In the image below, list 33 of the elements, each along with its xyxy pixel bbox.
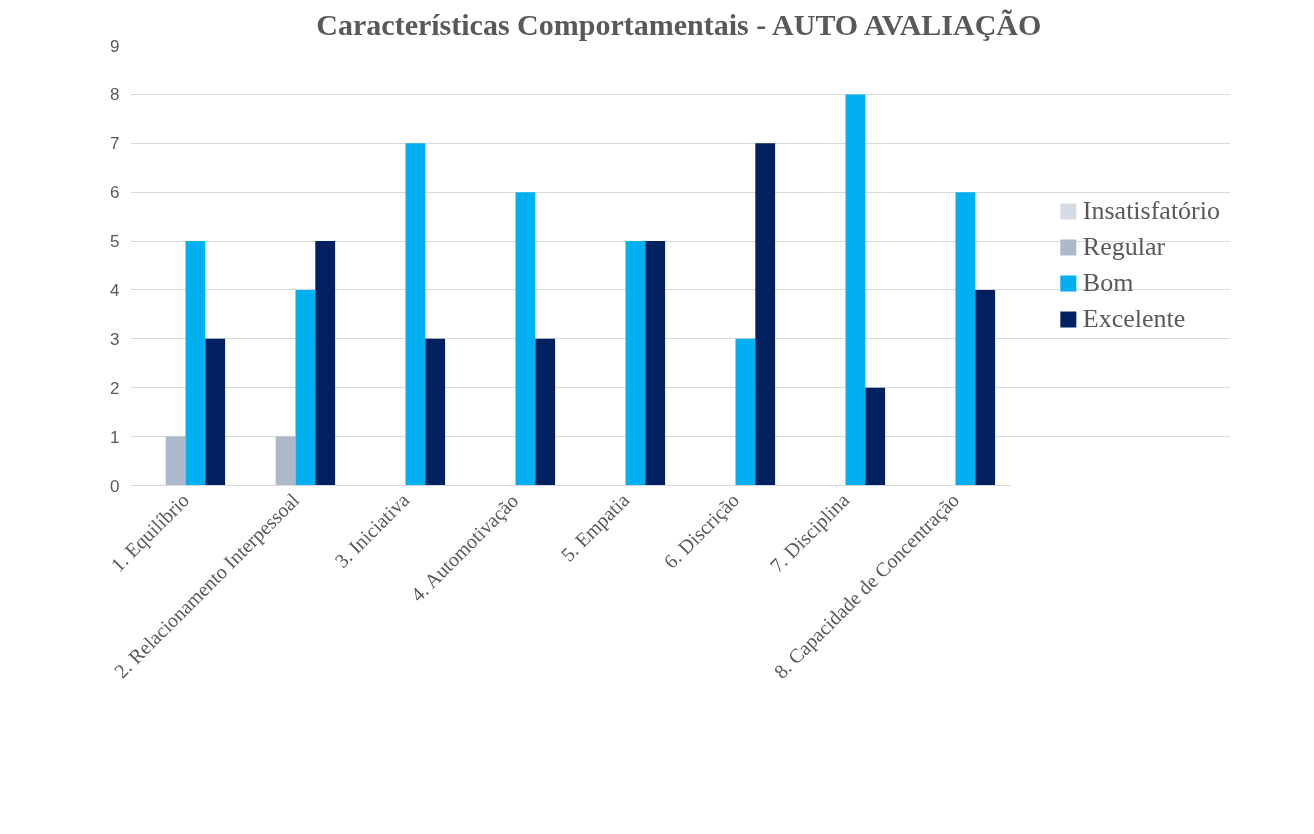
bar — [755, 143, 776, 486]
y-tick-label: 9 — [110, 36, 120, 56]
bar — [295, 289, 316, 486]
bar — [165, 436, 186, 486]
bar — [645, 241, 666, 486]
bar — [185, 241, 206, 486]
bar — [405, 143, 426, 486]
bar — [315, 241, 336, 486]
y-tick-label: 5 — [110, 232, 120, 252]
legend-label: Insatisfatório — [1082, 196, 1220, 226]
bar — [845, 94, 866, 486]
chart-title: Características Comportamentais - AUTO AVALIAÇÃO — [316, 7, 1042, 41]
bar — [205, 338, 226, 486]
legend-label: Excelente — [1082, 304, 1186, 334]
bar — [625, 241, 646, 486]
y-tick-label: 8 — [110, 85, 120, 105]
y-tick-label: 4 — [110, 280, 120, 300]
bar — [425, 338, 446, 486]
bar — [975, 289, 996, 486]
y-tick-label: 6 — [110, 183, 120, 203]
legend-label: Regular — [1082, 232, 1166, 262]
y-tick-label: 1 — [110, 427, 120, 447]
y-tick-label: 3 — [110, 329, 120, 349]
y-tick-label: 2 — [110, 378, 120, 398]
bar — [515, 192, 536, 486]
bar — [955, 192, 976, 486]
y-tick-label: 7 — [110, 134, 120, 154]
legend-label: Bom — [1082, 268, 1134, 298]
bar — [275, 436, 296, 486]
bar — [735, 338, 756, 486]
bar — [865, 387, 886, 486]
y-tick-label: 0 — [110, 476, 120, 496]
bar — [535, 338, 556, 486]
